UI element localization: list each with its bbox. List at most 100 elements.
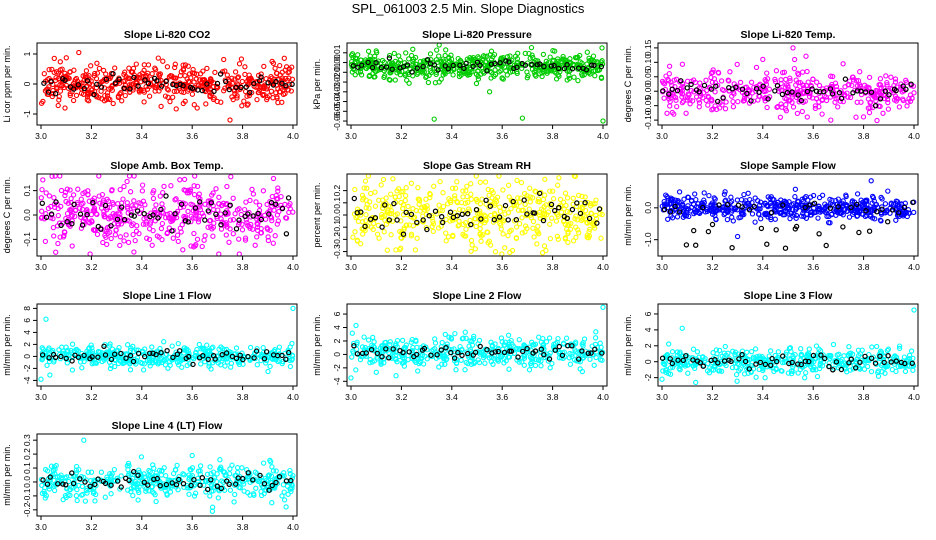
data-point (692, 191, 698, 197)
reference-point (684, 85, 690, 91)
reference-point (70, 86, 77, 92)
data-point (745, 190, 751, 196)
data-point (497, 208, 504, 215)
data-point (272, 233, 278, 239)
data-point (458, 72, 464, 78)
data-point (475, 76, 482, 82)
data-point (214, 98, 220, 105)
outlier-point (519, 115, 526, 121)
x-tick-label: 4.0 (908, 392, 920, 402)
data-point (443, 238, 449, 244)
data-point (802, 375, 808, 381)
data-point (705, 102, 711, 108)
data-point (669, 349, 676, 355)
data-point (908, 348, 915, 354)
data-point (88, 63, 94, 69)
data-point (156, 78, 162, 84)
data-point (424, 356, 430, 362)
data-point (492, 249, 499, 255)
data-point (126, 173, 133, 179)
data-point (804, 114, 810, 120)
data-point (277, 62, 283, 69)
x-tick-label: 3.6 (496, 262, 508, 272)
data-point (598, 75, 605, 81)
data-point (793, 215, 799, 221)
data-point (182, 98, 188, 104)
data-point (380, 176, 387, 183)
reference-point (211, 88, 217, 95)
data-point (454, 179, 460, 185)
data-point (469, 61, 475, 67)
data-point (468, 237, 475, 244)
data-point (697, 80, 703, 86)
data-point (391, 50, 397, 57)
data-point (372, 203, 379, 209)
data-point (392, 77, 398, 83)
data-point (553, 218, 560, 224)
data-point (599, 45, 605, 51)
data-point (486, 192, 492, 198)
x-tick-label: 3.2 (85, 392, 97, 402)
data-point (212, 69, 218, 76)
data-point (530, 54, 536, 61)
data-point (557, 196, 564, 203)
plot-frame (36, 303, 298, 387)
y-tick-label: 2 (643, 343, 653, 348)
data-point (207, 82, 213, 88)
x-tick-label: 3.6 (186, 131, 198, 141)
data-point (412, 247, 419, 253)
data-point (436, 42, 442, 48)
data-point (792, 186, 799, 192)
data-point (41, 71, 47, 77)
data-point (64, 210, 71, 217)
reference-point (145, 80, 152, 87)
data-point (414, 71, 420, 77)
data-point (91, 88, 98, 95)
reference-point (127, 86, 133, 92)
chart-title: Slope Li-820 CO2 (124, 29, 211, 41)
data-point (452, 330, 458, 337)
data-point (233, 345, 240, 351)
outlier-point (600, 118, 606, 124)
data-point (121, 183, 127, 190)
data-point (502, 64, 508, 70)
data-point (117, 186, 123, 193)
data-point (410, 58, 416, 65)
data-point (706, 192, 712, 199)
data-point (527, 199, 533, 205)
data-point (124, 178, 130, 185)
data-point (402, 192, 409, 199)
data-point (275, 85, 281, 92)
data-point (122, 69, 128, 75)
data-point (269, 58, 275, 65)
x-tick-label: 3.8 (858, 392, 870, 402)
outlier-point (868, 178, 874, 184)
x-tick-label: 3.8 (237, 131, 249, 141)
data-point (433, 71, 439, 78)
reference-point (866, 228, 873, 234)
data-point (516, 221, 523, 227)
data-point (131, 198, 137, 204)
data-point (530, 225, 536, 231)
data-point (846, 344, 852, 350)
data-point (101, 85, 108, 91)
data-point (566, 75, 573, 82)
data-point (748, 79, 755, 85)
data-point (73, 75, 80, 82)
data-point (83, 68, 90, 74)
y-tick-label: 0.10 (643, 54, 653, 71)
data-point (189, 91, 196, 97)
data-point (496, 173, 502, 179)
data-point (149, 344, 155, 350)
data-point (167, 98, 173, 105)
data-point (592, 335, 599, 341)
data-point (172, 64, 178, 71)
y-tick-label: 1 (22, 51, 32, 56)
data-point (567, 361, 574, 367)
data-point (514, 177, 520, 184)
data-point (236, 236, 242, 242)
x-tick-label: 3.6 (186, 262, 198, 272)
reference-point (98, 84, 105, 90)
data-point (723, 99, 729, 105)
